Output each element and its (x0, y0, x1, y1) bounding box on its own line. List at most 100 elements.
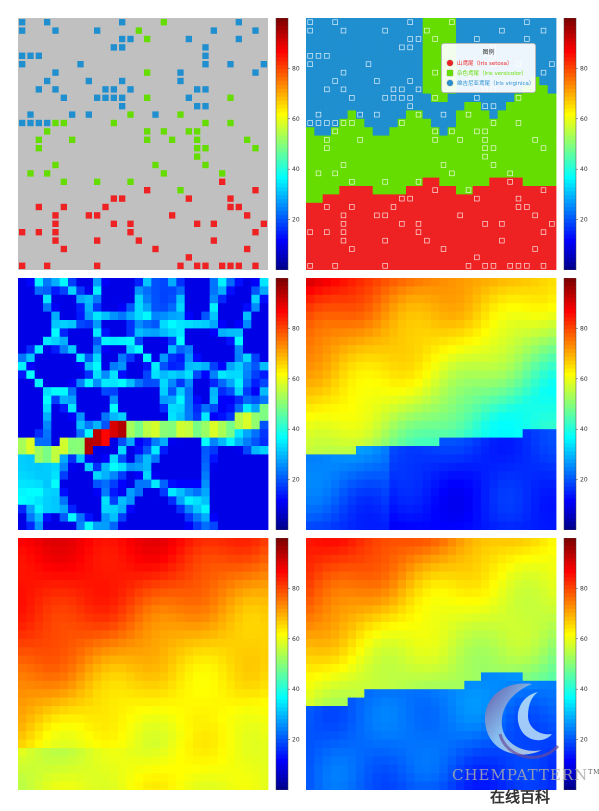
heatmap-cell (539, 471, 548, 480)
heatmap-cell (85, 312, 94, 321)
heatmap-cell (381, 119, 390, 128)
heatmap-cell (523, 597, 532, 606)
heatmap-cell (356, 144, 365, 153)
heatmap-cell (235, 689, 244, 698)
colorbar-step (276, 664, 288, 669)
heatmap-cell (218, 740, 227, 749)
heatmap-cell (423, 404, 432, 413)
heatmap-cell (398, 144, 407, 153)
heatmap-cell (523, 496, 532, 505)
heatmap-cell (348, 379, 357, 388)
heatmap-cell (539, 85, 548, 94)
heatmap-cell (85, 446, 94, 455)
sample-point-virginica (119, 95, 125, 101)
heatmap-cell (143, 572, 152, 581)
heatmap-cell (548, 110, 557, 119)
heatmap-cell (431, 689, 440, 698)
heatmap-cell (514, 513, 523, 522)
heatmap-cell (339, 572, 348, 581)
heatmap-cell (406, 647, 415, 656)
heatmap-cell (523, 303, 532, 312)
heatmap-cell (101, 286, 110, 295)
heatmap-cell (168, 303, 177, 312)
heatmap-cell (201, 622, 210, 631)
heatmap-cell (498, 429, 507, 438)
heatmap-cell (210, 731, 219, 740)
heatmap-cell (389, 572, 398, 581)
heatmap-cell (101, 723, 110, 732)
heatmap-cell (439, 471, 448, 480)
heatmap-cell (306, 102, 315, 111)
heatmap-cell (448, 639, 457, 648)
heatmap-cell (364, 412, 373, 421)
heatmap-cell (548, 52, 557, 61)
sample-point-virginica (44, 78, 50, 84)
heatmap-cell (235, 572, 244, 581)
heatmap-cell (481, 597, 490, 606)
heatmap-cell (431, 379, 440, 388)
heatmap-cell (68, 396, 77, 405)
heatmap-cell (389, 505, 398, 514)
heatmap-cell (118, 454, 127, 463)
colorbar-step (564, 443, 576, 448)
heatmap-cell (218, 362, 227, 371)
heatmap-cell (548, 127, 557, 136)
colorbar-step (564, 258, 576, 263)
heatmap-cell (176, 748, 185, 757)
heatmap-cell (523, 127, 532, 136)
heatmap-cell (85, 421, 94, 430)
heatmap-cell (356, 614, 365, 623)
heatmap-cell (439, 370, 448, 379)
heatmap-cell (210, 630, 219, 639)
heatmap-cell (26, 387, 35, 396)
colorbar-step (276, 774, 288, 779)
heatmap-cell (93, 580, 102, 589)
heatmap-cell (348, 672, 357, 681)
heatmap-cell (185, 765, 194, 774)
heatmap-cell (489, 605, 498, 614)
heatmap-cell (398, 94, 407, 103)
heatmap-cell (193, 706, 202, 715)
heatmap-cell (348, 480, 357, 489)
heatmap-cell (431, 18, 440, 27)
heatmap-cell (539, 496, 548, 505)
heatmap-cell (110, 396, 119, 405)
heatmap-cell (93, 454, 102, 463)
heatmap-cell (135, 714, 144, 723)
heatmap-cell (260, 328, 269, 337)
heatmap-cell (251, 337, 260, 346)
heatmap-cell (473, 94, 482, 103)
heatmap-cell (110, 278, 119, 287)
heatmap-cell (448, 379, 457, 388)
heatmap-cell (168, 605, 177, 614)
heatmap-cell (531, 496, 540, 505)
heatmap-cell (481, 387, 490, 396)
colorbar-step (564, 439, 576, 444)
heatmap-cell (389, 438, 398, 447)
heatmap-cell (548, 303, 557, 312)
heatmap-cell (76, 337, 85, 346)
heatmap-cell (506, 127, 515, 136)
heatmap-cell (251, 463, 260, 472)
heatmap-cell (398, 387, 407, 396)
heatmap-cell (539, 119, 548, 128)
heatmap-cell (26, 748, 35, 757)
heatmap-cell (306, 110, 315, 119)
heatmap-cell (464, 161, 473, 170)
sample-point-setosa (52, 229, 58, 235)
colorbar-step (276, 231, 288, 236)
heatmap-cell (473, 370, 482, 379)
heatmap-cell (456, 286, 465, 295)
sample-point-virginica (61, 95, 67, 101)
heatmap-cell (531, 345, 540, 354)
heatmap-cell (260, 412, 269, 421)
heatmap-cell (185, 496, 194, 505)
heatmap-cell (43, 546, 52, 555)
heatmap-cell (414, 220, 423, 229)
colorbar-step (564, 475, 576, 480)
heatmap-cell (143, 689, 152, 698)
heatmap-cell (464, 396, 473, 405)
heatmap-cell (85, 563, 94, 572)
heatmap-cell (193, 370, 202, 379)
sample-point-setosa (244, 246, 250, 252)
